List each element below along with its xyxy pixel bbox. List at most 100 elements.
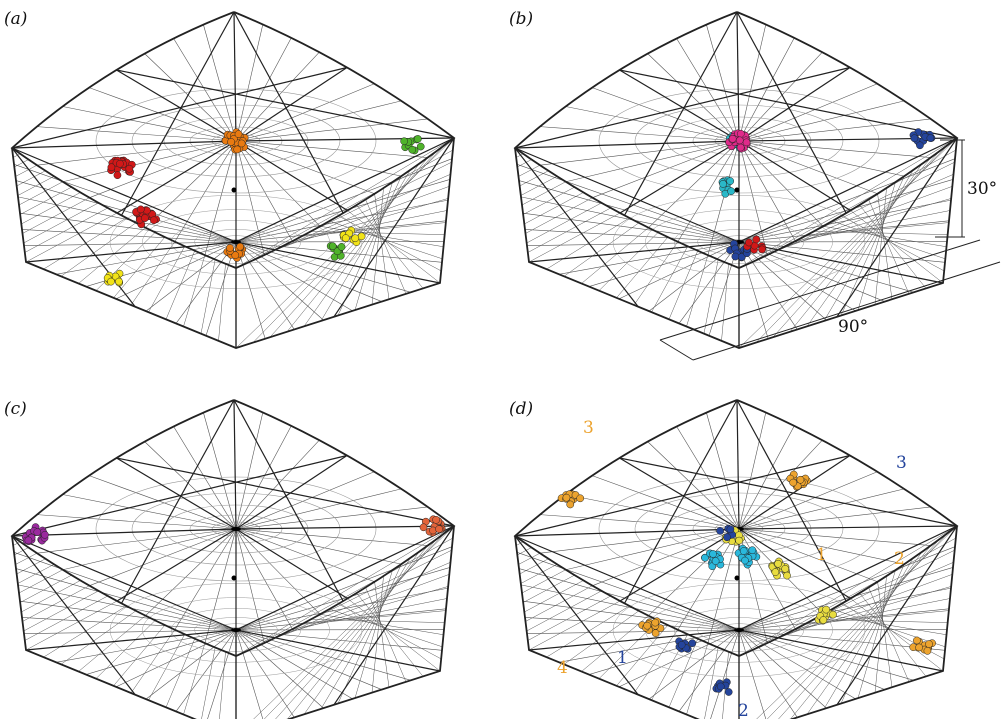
grid-meridian-line <box>738 528 878 583</box>
angle-annotations-b: 30° 90° <box>659 139 1001 361</box>
facet-edge <box>233 399 237 530</box>
grid-meridian-line <box>235 100 402 142</box>
grid-meridian-line <box>115 241 237 300</box>
grid-meridian-line <box>524 229 740 243</box>
grid-side-line <box>523 574 575 603</box>
grid-side-line <box>320 226 444 247</box>
cluster-sphere <box>926 134 935 142</box>
clusters-d <box>557 470 936 696</box>
facet-edge <box>116 457 455 527</box>
grid-side-line <box>347 210 441 284</box>
grid-meridian-line <box>738 100 905 142</box>
grid-meridian-line <box>738 140 905 177</box>
cluster-sphere <box>125 164 134 173</box>
grid-meridian-line <box>175 629 237 712</box>
facet-edge <box>738 454 851 530</box>
cluster-sphere <box>107 163 116 172</box>
grid-side-line <box>813 231 948 235</box>
grid-meridian-line <box>558 629 740 663</box>
wireframe-b <box>513 11 959 349</box>
grid-meridian-line <box>539 140 740 166</box>
grid-meridian-line <box>738 440 823 530</box>
grid-meridian-line <box>204 140 237 256</box>
grid-meridian-line <box>235 140 402 177</box>
grid-meridian-line <box>235 440 320 530</box>
grid-side-line <box>668 250 699 320</box>
grid-meridian-line <box>145 241 237 312</box>
facet-edge <box>623 399 738 604</box>
cluster-sphere <box>116 159 124 168</box>
grid-meridian-line <box>648 629 740 700</box>
bottom-outline <box>514 137 958 349</box>
grid-meridian-line <box>55 241 237 275</box>
bottom-outline <box>514 525 958 719</box>
facet-edge <box>514 140 740 149</box>
grid-side-line <box>310 619 445 623</box>
grid-side-line <box>264 562 451 644</box>
grid-meridian-line <box>520 196 740 243</box>
grid-side-line <box>563 222 640 277</box>
cluster <box>712 678 733 696</box>
grid-meridian-line <box>565 106 740 142</box>
grid-side-line <box>22 585 90 622</box>
grid-side-line <box>354 570 393 699</box>
facet-edge <box>736 11 847 214</box>
facet-edge <box>619 457 958 527</box>
grid-side-line <box>165 250 196 320</box>
grid-meridian-line <box>36 126 237 142</box>
grid-side-line <box>521 181 566 206</box>
grid-meridian-line <box>173 426 237 530</box>
grid-meridian-line <box>738 471 878 530</box>
panel-label-c: (c) <box>4 399 27 419</box>
cluster <box>339 226 366 246</box>
cluster <box>400 135 425 155</box>
grid-side-line <box>320 614 444 635</box>
cluster-sphere <box>752 235 761 244</box>
grid-meridian-line <box>235 140 265 256</box>
grid-side-line <box>516 153 524 158</box>
cluster-sphere <box>357 232 366 241</box>
cluster-sphere <box>351 234 360 243</box>
azimuth-guide-2 <box>659 339 694 361</box>
grid-meridian-line <box>235 506 428 530</box>
grid-side-line <box>78 615 146 672</box>
grid-side-line <box>738 525 958 657</box>
grid-side-line <box>518 164 541 177</box>
clusters-c <box>21 515 446 546</box>
grid-meridian-line <box>676 426 740 530</box>
grid-meridian-line <box>235 118 428 142</box>
grid-side-line <box>13 153 21 158</box>
cluster-sphere <box>719 180 727 188</box>
grid-meridian-line <box>738 179 954 243</box>
grid-side-line <box>219 651 226 719</box>
grid-meridian-line <box>738 412 767 530</box>
grid-meridian-line <box>145 140 237 228</box>
grid-side-line <box>17 176 55 196</box>
facet-edge <box>514 535 639 696</box>
grid-meridian-line <box>618 629 740 688</box>
grid-meridian-line <box>235 629 324 709</box>
grid-side-line <box>20 574 72 603</box>
grid-meridian-line <box>706 412 740 530</box>
facet-edge <box>738 528 851 600</box>
grid-side-line <box>748 537 956 653</box>
grid-meridian-line <box>618 241 740 300</box>
grid-side-line <box>23 202 99 244</box>
grid-side-line <box>517 547 532 556</box>
grid-meridian-line <box>738 546 956 631</box>
grid-side-line <box>16 170 46 187</box>
grid-meridian-line <box>738 140 824 227</box>
grid-side-line <box>183 255 206 327</box>
grid-side-line <box>651 246 688 313</box>
grid-side-line <box>874 575 887 693</box>
grid-meridian-line <box>144 53 237 142</box>
grid-side-line <box>633 241 678 306</box>
grid-meridian-line <box>17 584 237 631</box>
grid-side-line <box>789 157 932 332</box>
grid-side-line <box>857 570 896 699</box>
facet-edge <box>514 454 851 537</box>
facet-edge <box>514 147 740 243</box>
grid-meridian-line <box>21 229 237 243</box>
grid-side-line <box>18 569 63 594</box>
grid-side-line <box>22 197 90 234</box>
